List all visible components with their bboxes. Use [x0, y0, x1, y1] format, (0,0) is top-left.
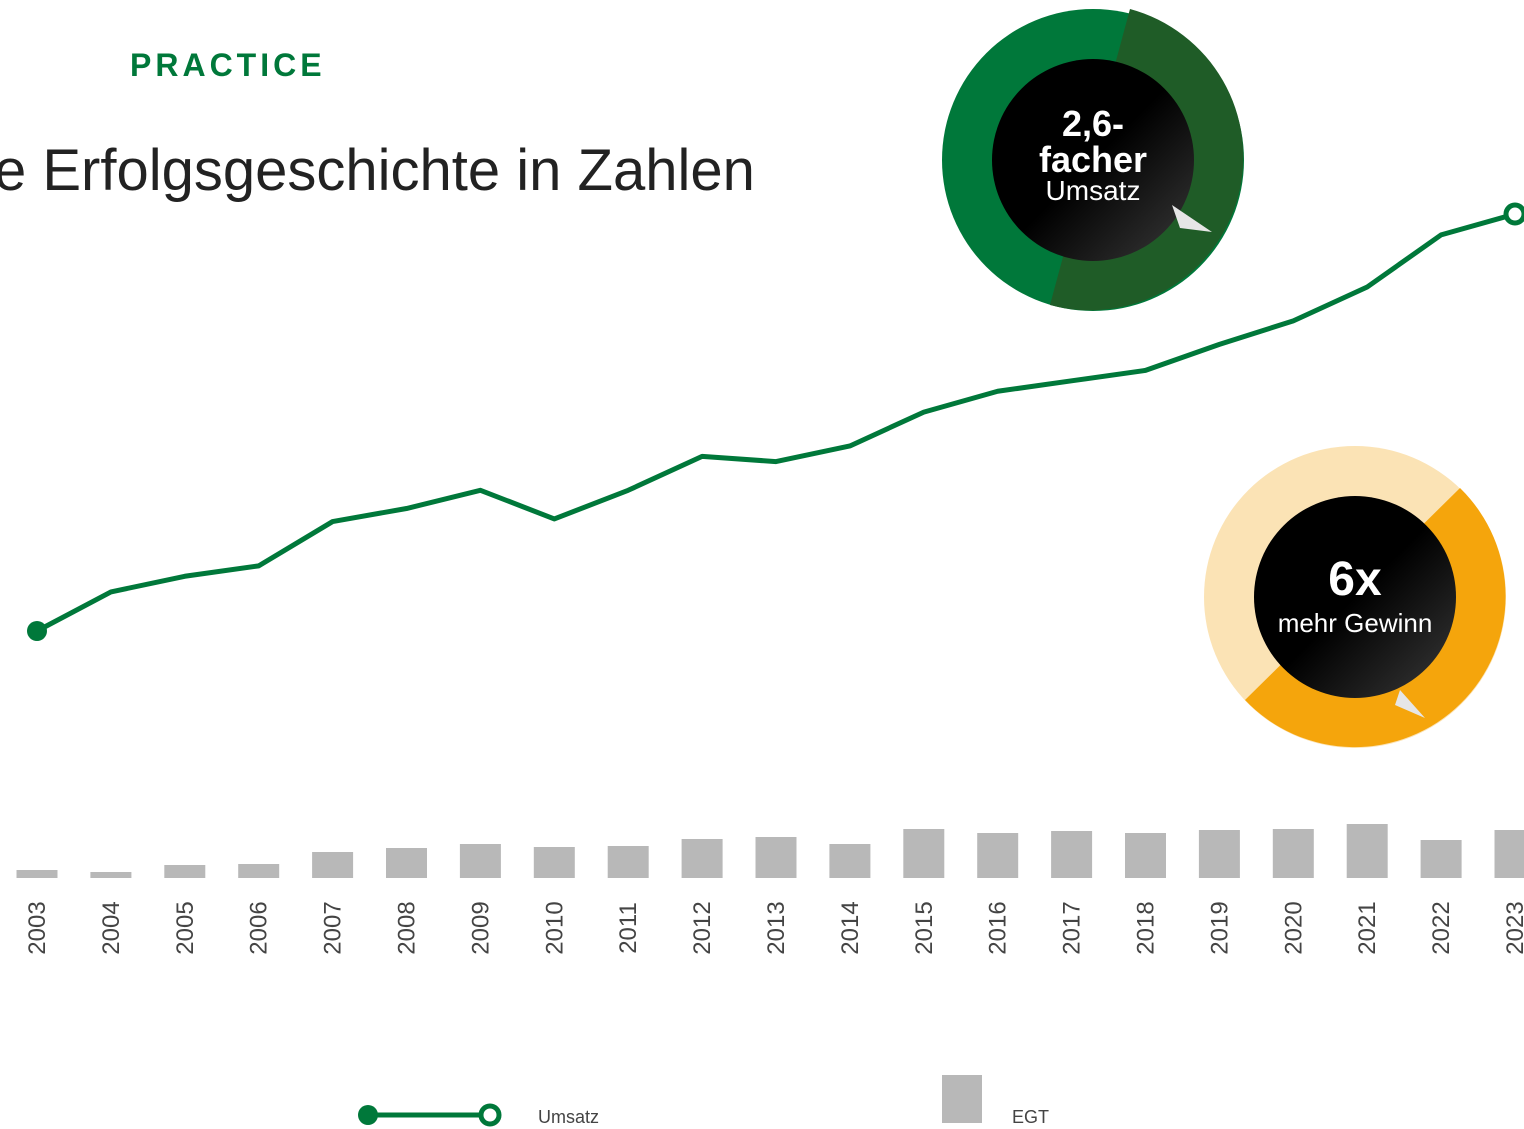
badge-revenue: 2,6- facher Umsatz [942, 9, 1244, 311]
x-tick-label: 2004 [98, 901, 125, 954]
end-marker [1503, 202, 1524, 226]
badge-text: facher [1039, 139, 1147, 180]
x-tick-label: 2005 [172, 901, 199, 954]
legend-label: Umsatz [538, 1107, 599, 1127]
x-tick-label: 2012 [689, 901, 716, 954]
bar [386, 848, 427, 878]
bar [903, 829, 945, 878]
legend-swatch [942, 1075, 982, 1123]
bar [1125, 833, 1166, 878]
x-tick-label: 2003 [24, 901, 51, 954]
badge-core [1254, 496, 1456, 698]
x-tick-label: 2011 [615, 902, 642, 954]
legend-label: EGT [1012, 1107, 1049, 1127]
bar [755, 837, 797, 878]
line [35, 211, 1516, 634]
badge-value: 6x [1328, 553, 1382, 606]
legend-marker [358, 1105, 378, 1125]
badge-text: mehr Gewinn [1278, 608, 1433, 638]
bar [1346, 824, 1388, 878]
x-tick-label: 2007 [320, 901, 347, 954]
x-tick-label: 2017 [1059, 901, 1086, 954]
start-marker [27, 621, 47, 641]
kicker: PRACTICE [130, 47, 326, 83]
x-tick-label: 2010 [541, 901, 568, 954]
x-tick-label: 2021 [1354, 901, 1381, 954]
x-tick-label: 2016 [985, 901, 1012, 954]
badge-pointer [1395, 690, 1425, 718]
x-tick-label: 2013 [763, 901, 790, 954]
bar [1272, 829, 1314, 878]
x-tick-label: 2022 [1428, 901, 1455, 954]
x-tick-label: 2020 [1280, 901, 1307, 954]
bar [90, 872, 132, 878]
bar [607, 846, 649, 878]
bar [977, 833, 1019, 878]
x-tick-label: 2006 [246, 901, 273, 954]
x-tick-label: 2019 [1206, 901, 1233, 954]
x-tick-label: 2018 [1133, 901, 1160, 954]
bar [312, 852, 354, 878]
bar [16, 870, 58, 878]
x-tick-label: 2009 [467, 901, 494, 954]
bar [829, 844, 871, 878]
bar [164, 865, 206, 878]
badge-text: Umsatz [1046, 175, 1141, 206]
bar [459, 844, 501, 878]
legend-marker [478, 1103, 502, 1127]
bar [1420, 840, 1462, 878]
bar [1051, 831, 1093, 878]
bar [681, 839, 723, 878]
badge-pointer [1172, 205, 1212, 232]
bar [533, 847, 575, 878]
badge-core [992, 59, 1194, 261]
x-tick-label: 2015 [911, 901, 938, 954]
x-tick-label: 2023 [1502, 901, 1524, 954]
title: e Erfolgsgeschichte in Zahlen [0, 138, 755, 203]
badge-profit: 6x mehr Gewinn [1204, 446, 1506, 748]
x-tick-label: 2014 [837, 901, 864, 954]
badge-value: 2,6- [1062, 103, 1124, 144]
x-tick-label: 2008 [394, 901, 421, 954]
bar [1494, 830, 1524, 878]
bar [238, 864, 280, 878]
bar [1198, 830, 1240, 878]
